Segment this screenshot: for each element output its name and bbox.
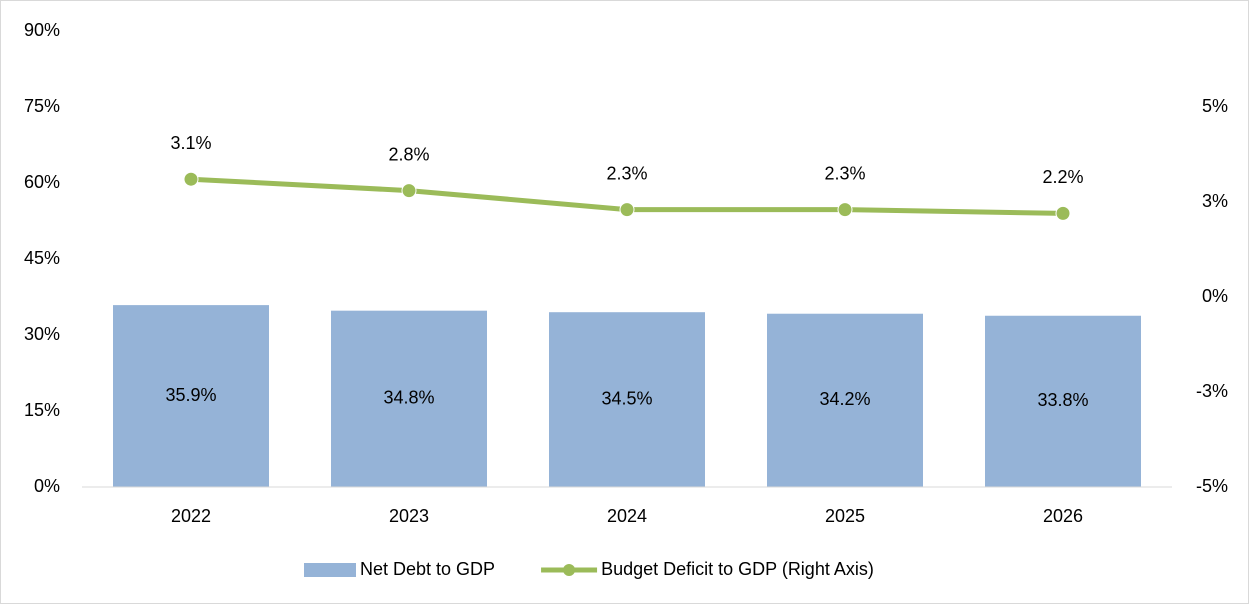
line-value-label: 3.1% bbox=[170, 133, 211, 153]
bar-value-label: 34.8% bbox=[383, 388, 434, 408]
bar-value-label: 34.2% bbox=[819, 389, 870, 409]
y2-tick-label: 0% bbox=[1202, 286, 1228, 306]
bar-value-label: 33.8% bbox=[1037, 390, 1088, 410]
line-marker bbox=[1055, 205, 1071, 221]
line-marker bbox=[619, 202, 635, 218]
y-tick-label: 90% bbox=[24, 20, 60, 40]
line-marker bbox=[183, 171, 199, 187]
line-value-label: 2.3% bbox=[824, 163, 865, 183]
y2-tick-label: 3% bbox=[1202, 191, 1228, 211]
bar-value-label: 34.5% bbox=[601, 388, 652, 408]
bar bbox=[331, 310, 487, 487]
y2-tick-label: 5% bbox=[1202, 96, 1228, 116]
line-marker bbox=[837, 202, 853, 218]
x-tick-label: 2026 bbox=[1043, 506, 1083, 526]
bar-value-label: 35.9% bbox=[165, 385, 216, 405]
legend-swatch-marker bbox=[563, 564, 576, 576]
y-tick-label: 45% bbox=[24, 248, 60, 268]
x-tick-label: 2024 bbox=[607, 506, 647, 526]
legend-label: Budget Deficit to GDP (Right Axis) bbox=[601, 559, 874, 579]
line-marker bbox=[401, 183, 417, 199]
y-tick-label: 30% bbox=[24, 324, 60, 344]
bar bbox=[767, 313, 923, 487]
line-value-label: 2.2% bbox=[1042, 167, 1083, 187]
line-value-label: 2.3% bbox=[606, 163, 647, 183]
y2-tick-label: -3% bbox=[1196, 381, 1228, 401]
line-value-label: 2.8% bbox=[388, 144, 429, 164]
y-tick-label: 15% bbox=[24, 400, 60, 420]
y-tick-label: 75% bbox=[24, 96, 60, 116]
x-tick-label: 2023 bbox=[389, 506, 429, 526]
x-tick-label: 2022 bbox=[171, 506, 211, 526]
bar bbox=[113, 305, 269, 487]
legend-swatch bbox=[304, 563, 356, 577]
y-tick-label: 0% bbox=[34, 476, 60, 496]
x-tick-label: 2025 bbox=[825, 506, 865, 526]
bar bbox=[549, 312, 705, 487]
y-tick-label: 60% bbox=[24, 172, 60, 192]
legend-label: Net Debt to GDP bbox=[360, 559, 495, 579]
y2-tick-label: -5% bbox=[1196, 476, 1228, 496]
bar bbox=[985, 315, 1141, 487]
